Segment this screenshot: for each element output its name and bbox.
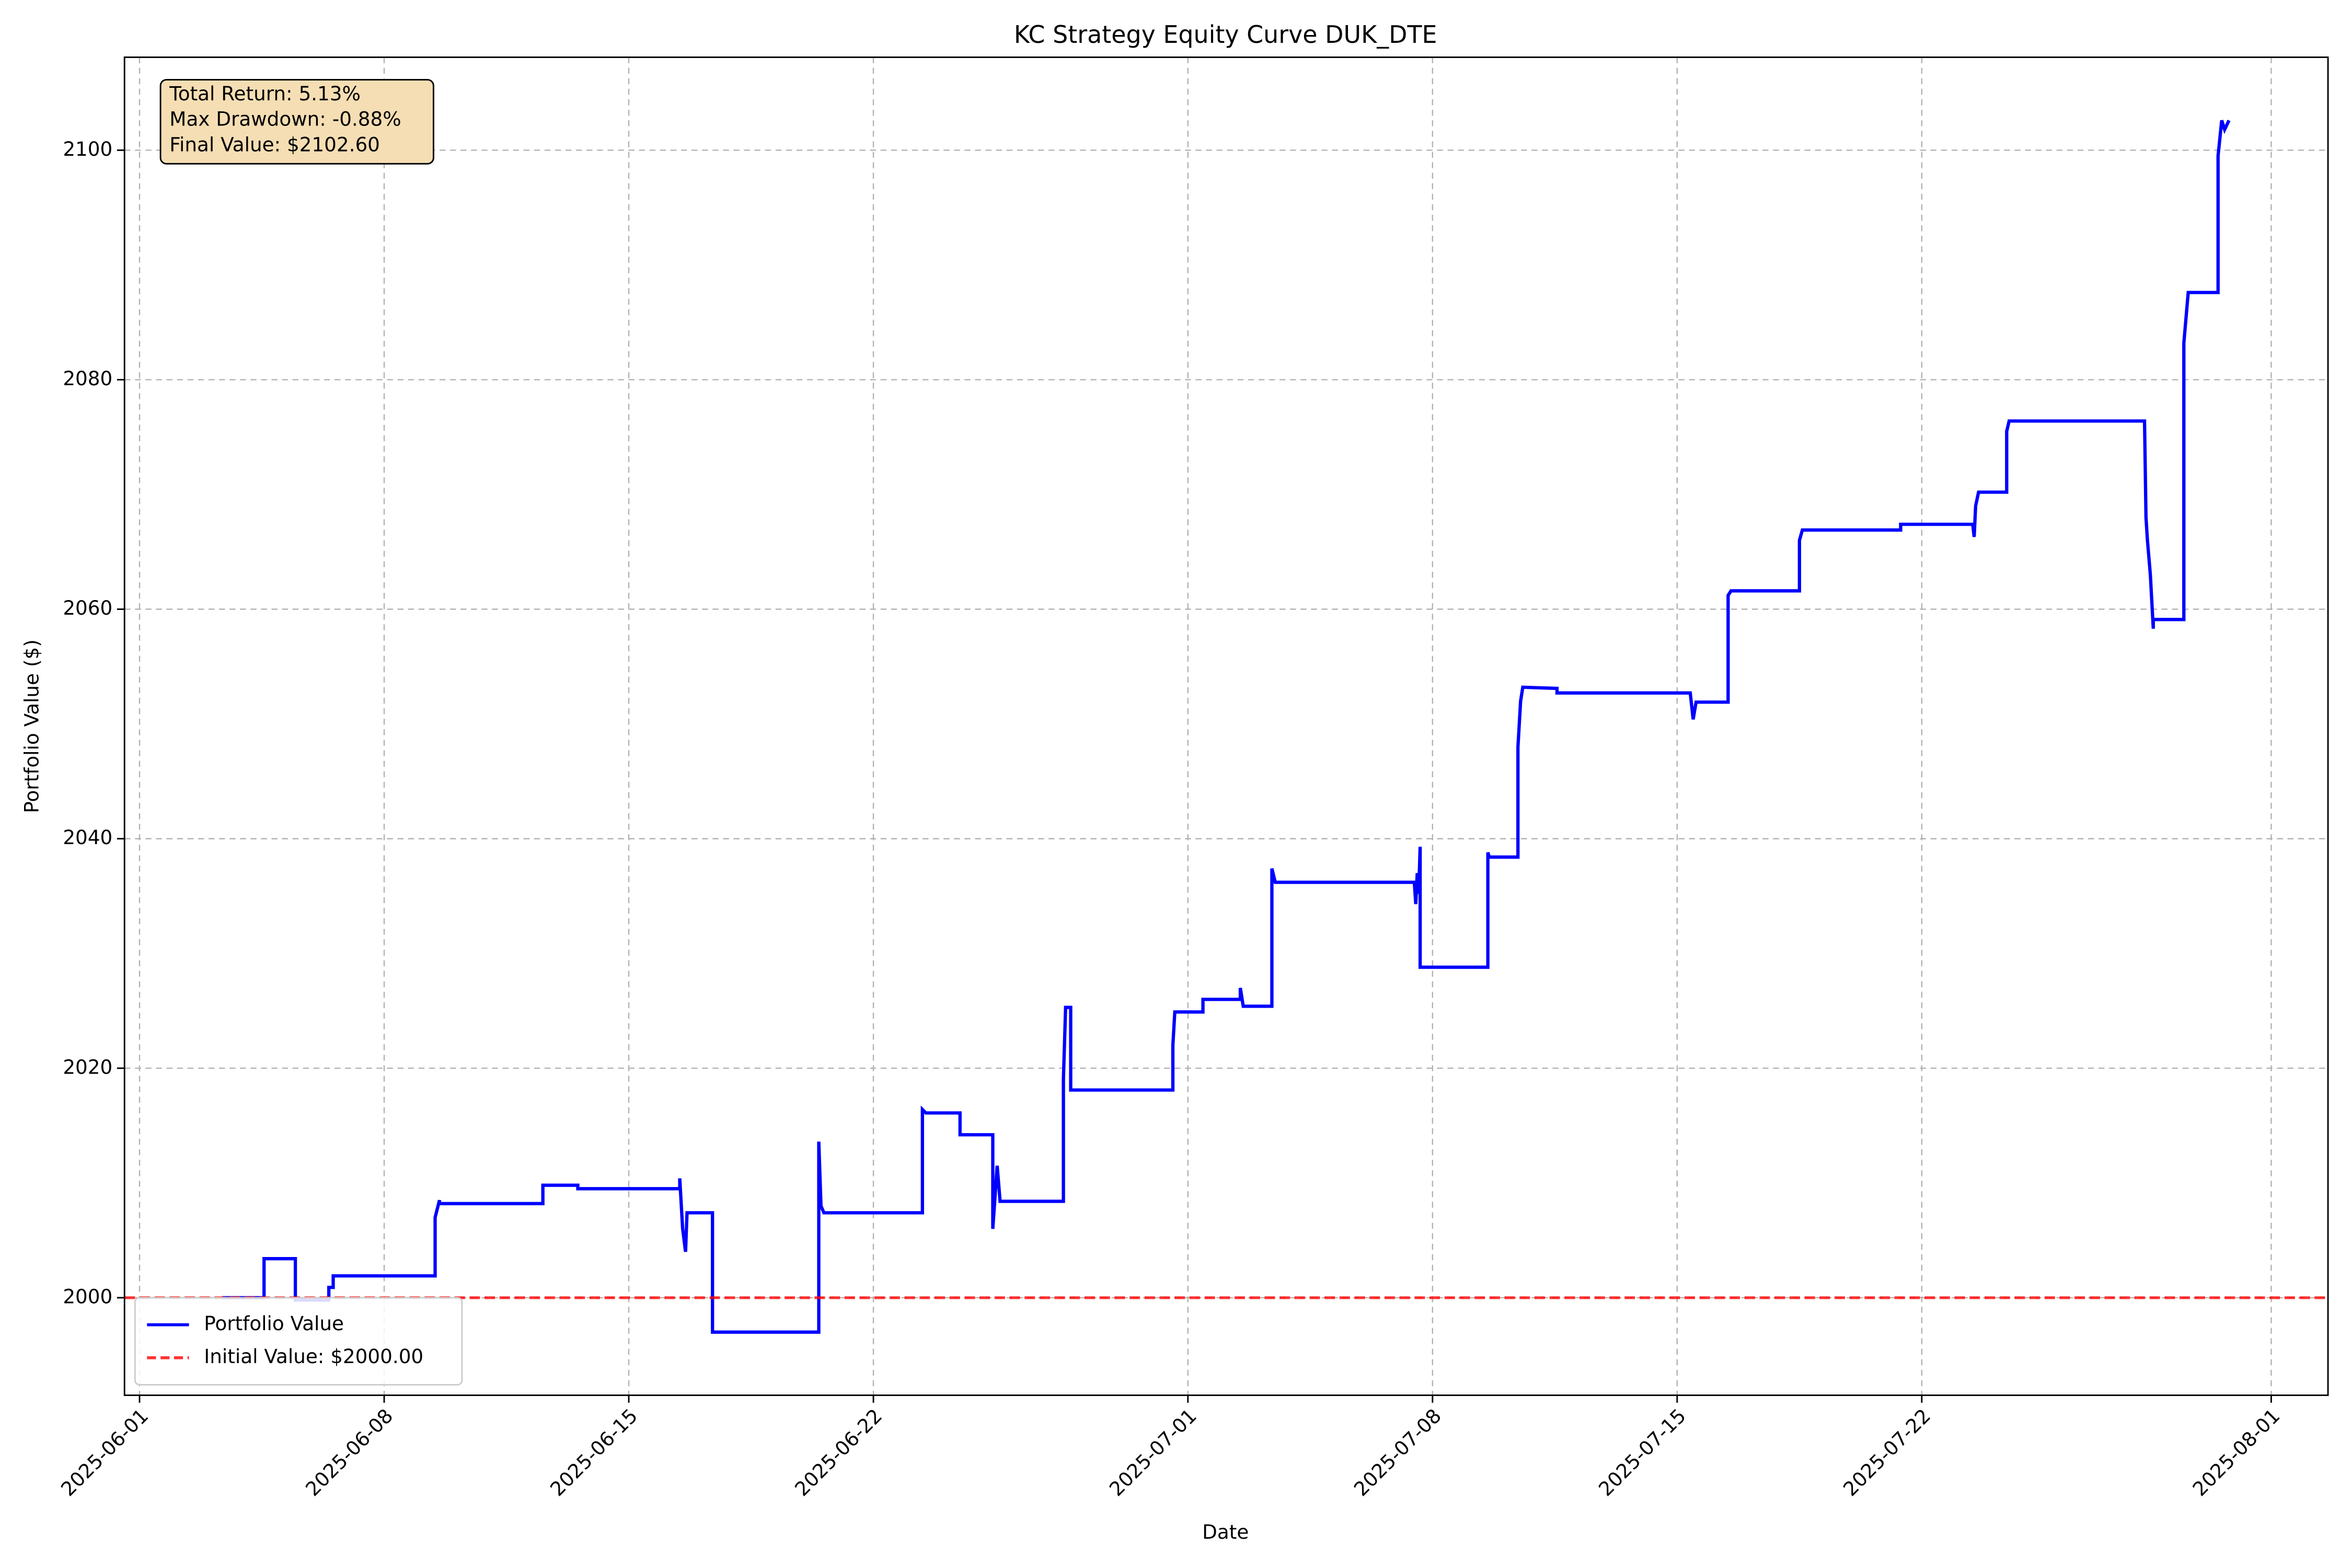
annotation-box [159, 79, 434, 165]
chart-title: KC Strategy Equity Curve DUK_DTE [1014, 20, 1437, 49]
y-axis-label: Portfolio Value ($) [20, 639, 43, 813]
line-series [222, 119, 2231, 1334]
y-tick-label: 2100 [63, 137, 112, 160]
y-tick-label: 2020 [63, 1055, 112, 1078]
annotation-text: Max Drawdown: -0.88% [169, 108, 401, 131]
legend-label: Initial Value: $2000.00 [204, 1345, 423, 1368]
legend-label: Portfolio Value [204, 1312, 344, 1335]
plot-frame [123, 56, 2329, 1396]
x-axis-label: Date [1202, 1520, 1249, 1543]
annotation-text: Total Return: 5.13% [169, 82, 361, 105]
y-tick-label: 2040 [63, 826, 112, 849]
y-tick-label: 2060 [63, 596, 112, 619]
annotation-text: Final Value: $2102.60 [169, 133, 380, 156]
y-tick-label: 2080 [63, 367, 112, 390]
legend-box [134, 1297, 463, 1386]
y-tick-label: 2000 [63, 1285, 112, 1308]
